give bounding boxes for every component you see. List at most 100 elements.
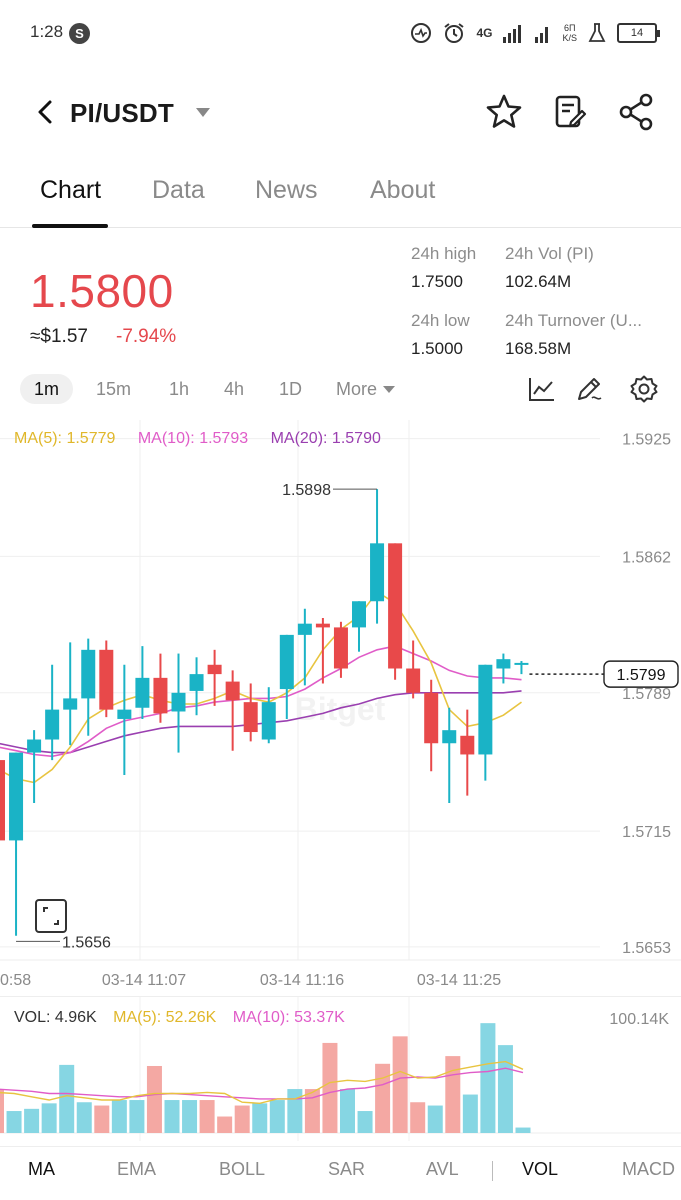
x-axis-tick: 0:58	[0, 972, 31, 989]
candle-body	[496, 659, 511, 669]
turnover-24h-value: 168.58M	[505, 339, 572, 358]
candle-body	[514, 662, 529, 665]
timeframe-15m[interactable]: 15m	[96, 379, 132, 399]
volume-bar	[59, 1064, 75, 1133]
network-type: 4G	[476, 26, 493, 40]
tab-about[interactable]: About	[370, 176, 436, 204]
candle	[27, 730, 42, 804]
alarm-icon	[444, 23, 465, 43]
candle	[333, 621, 348, 678]
vol-ma10-legend: MA(10): 53.37K	[232, 1009, 345, 1026]
candle	[496, 653, 511, 684]
candle-body	[297, 623, 312, 635]
candle-body	[117, 709, 132, 719]
vol-ma5-legend: MA(5): 52.26K	[113, 1009, 217, 1026]
timeframe-1h[interactable]: 1h	[169, 379, 190, 399]
pair-title[interactable]: PI/USDT	[70, 98, 174, 128]
timeframe-more[interactable]: More	[336, 374, 396, 404]
candle	[0, 760, 5, 841]
signal-icon	[503, 25, 522, 43]
candle-body	[460, 735, 475, 755]
volume-bar	[269, 1100, 285, 1133]
volume-bar	[164, 1100, 180, 1133]
ma20-line	[0, 690, 522, 754]
indicator-macd[interactable]: MACD	[622, 1159, 675, 1179]
chevron-down-icon	[383, 386, 396, 393]
candle-body	[388, 543, 403, 669]
volume-bar	[252, 1103, 268, 1133]
volume-bar	[462, 1094, 478, 1133]
indicator-ema[interactable]: EMA	[117, 1159, 157, 1179]
volume-bar	[41, 1103, 57, 1133]
y-axis-tick: 1.5715	[622, 824, 671, 841]
last-price: 1.5800	[30, 265, 174, 317]
indicator-sar[interactable]: SAR	[328, 1159, 366, 1179]
candle	[315, 618, 330, 684]
x-axis-tick: 03-14 11:07	[102, 972, 186, 989]
candle-body	[406, 668, 421, 693]
ma5-legend: MA(5): 1.5779	[14, 430, 116, 447]
candle	[370, 489, 385, 624]
candle	[171, 653, 186, 753]
notes-edit-icon[interactable]	[550, 92, 590, 132]
tab-chart[interactable]: Chart	[40, 176, 102, 204]
ma10-line	[0, 645, 522, 758]
indicator-ma[interactable]: MA	[28, 1159, 55, 1179]
candle-body	[9, 752, 24, 841]
vol-ma10-line	[0, 1067, 524, 1100]
candle	[388, 543, 403, 680]
battery-icon: 14	[617, 23, 660, 43]
timeframe-4h[interactable]: 4h	[224, 379, 245, 399]
net-speed: 6Π K/S	[562, 23, 577, 43]
candle-body	[171, 692, 186, 712]
net-speed-value: 6Π	[563, 23, 576, 33]
volume-bar	[480, 1023, 496, 1133]
settings-gear-icon[interactable]	[629, 374, 659, 404]
timeframe-1d[interactable]: 1D	[279, 379, 303, 399]
watermark-logo: Bitget	[295, 691, 386, 727]
candle-body	[333, 627, 348, 669]
candle-body	[424, 692, 439, 744]
star-icon[interactable]	[484, 92, 524, 132]
candle-body	[81, 649, 96, 699]
ticker-summary: 1.5800 ≈$1.57 -7.94% 24h high 1.7500 24h…	[0, 236, 681, 360]
tab-data[interactable]: Data	[152, 176, 205, 204]
y-axis-tick: 1.5925	[622, 432, 671, 449]
indicator-vol[interactable]: VOL	[522, 1159, 559, 1179]
volume-bar	[146, 1065, 162, 1133]
status-time: 1:28	[30, 22, 64, 41]
indicator-avl[interactable]: AVL	[426, 1159, 459, 1179]
candle	[207, 649, 222, 706]
volume-bar	[427, 1105, 443, 1133]
candle-body	[135, 677, 150, 708]
volume-bar	[357, 1111, 373, 1133]
timeframe-more-label: More	[336, 379, 378, 399]
volume-bar	[497, 1045, 513, 1133]
fullscreen-icon[interactable]	[34, 898, 68, 934]
candle	[9, 752, 24, 936]
candle	[99, 640, 114, 718]
timeframe-1m[interactable]: 1m	[20, 374, 74, 404]
turnover-24h-label: 24h Turnover (U...	[505, 311, 643, 330]
indicator-boll[interactable]: BOLL	[219, 1159, 266, 1179]
volume-bar	[375, 1063, 391, 1133]
price-chart-svg[interactable]: Bitget 1.5898 1.5656 1.5799 1.5925 1.5862 1.…	[0, 420, 681, 1000]
low-24h-value: 1.5000	[411, 339, 463, 358]
pair-dropdown-icon[interactable]	[196, 108, 210, 117]
candle	[81, 638, 96, 736]
volume-chart: VOL: 4.96K MA(5): 52.26K MA(10): 53.37K …	[0, 996, 681, 1141]
tab-news[interactable]: News	[255, 176, 318, 204]
y-axis-tick: 1.5862	[622, 549, 671, 566]
drawing-tool-icon[interactable]	[574, 374, 604, 404]
tab-bar: Chart Data News About	[0, 166, 681, 228]
change-percent: -7.94%	[116, 326, 177, 347]
back-arrow-icon[interactable]	[28, 94, 64, 130]
candle-body	[189, 674, 204, 691]
volume-bar	[6, 1111, 22, 1133]
vol-24h-value: 102.64M	[505, 272, 572, 291]
indicator-bar: MA EMA BOLL SAR AVL VOL MACD	[0, 1146, 681, 1200]
share-icon[interactable]	[617, 92, 657, 132]
candle-body	[370, 543, 385, 602]
candlestick-chart[interactable]: Bitget 1.5898 1.5656 1.5799 1.5925 1.5862 1.…	[0, 420, 681, 1000]
chart-style-icon[interactable]	[527, 374, 557, 404]
